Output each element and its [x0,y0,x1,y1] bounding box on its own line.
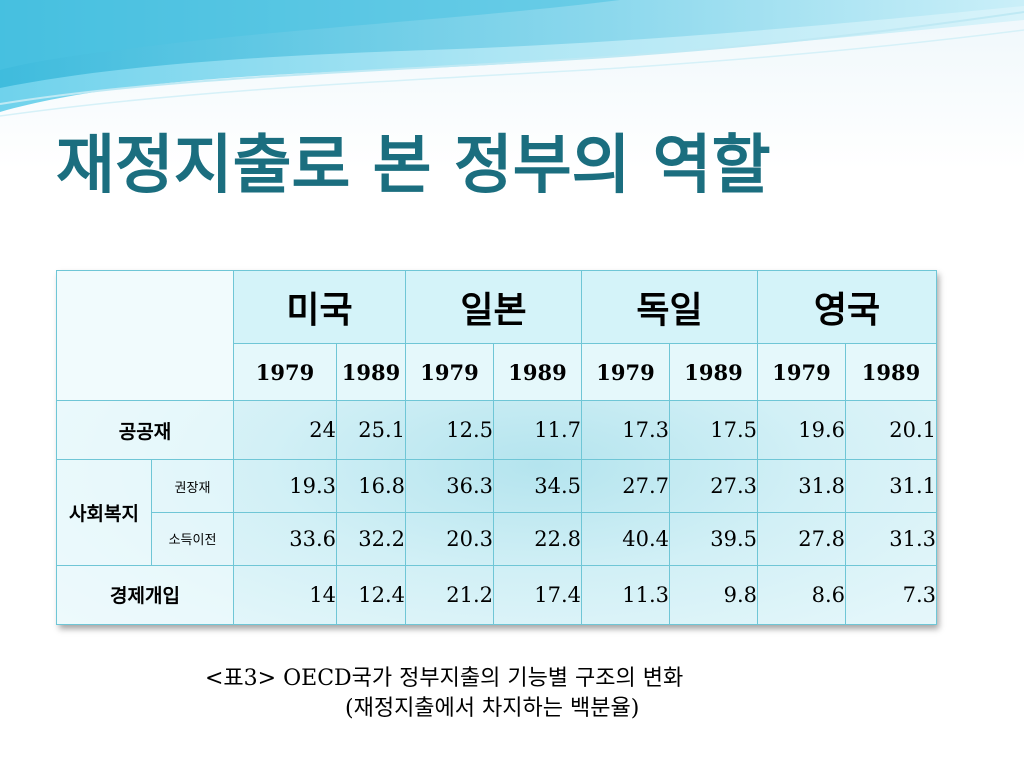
table-cell: 17.4 [493,564,582,626]
table-cell: 34.5 [493,459,582,513]
table-cell: 31.8 [757,459,846,513]
row-header-economic-intervention: 경제개입 [56,564,234,626]
table-cell: 9.8 [669,564,758,626]
header-wave-decoration [0,0,1024,117]
row-header-public-goods: 공공재 [56,399,234,461]
table-cell: 19.6 [757,399,846,461]
table-cell: 8.6 [757,564,846,626]
table-cell: 20.3 [405,511,494,566]
row-subheader-merit-goods: 권장재 [151,459,234,513]
year-header: 1979 [581,343,670,401]
year-header: 1979 [757,343,846,401]
year-header: 1989 [669,343,758,401]
table-cell: 12.5 [405,399,494,461]
table-cell: 11.7 [493,399,582,461]
country-header-row: 미국 일본 독일 영국 [56,270,937,401]
table-row-public-goods: 공공재 24 25.1 12.5 11.7 17.3 17.5 19.6 20.… [56,399,937,461]
table-cell: 39.5 [669,511,758,566]
table-cell: 14 [233,564,337,626]
year-header-row: 1979 1989 1979 1989 1979 1989 1979 1989 [57,343,937,401]
country-header-germany: 독일 [581,270,758,344]
table-cell: 19.3 [233,459,337,513]
table-cell: 33.6 [233,511,337,566]
table-cell: 22.8 [493,511,582,566]
year-header: 1979 [405,343,494,401]
table-cell: 17.3 [581,399,670,461]
year-header: 1989 [845,343,937,401]
table-cell: 12.4 [336,564,406,626]
caption-line-1: <표3> OECD국가 정부지출의 기능별 구조의 변화 [205,666,684,691]
table-cell: 7.3 [845,564,937,626]
table-cell: 27.7 [581,459,670,513]
table-cell: 27.8 [757,511,846,566]
table-cell: 27.3 [669,459,758,513]
table-cell: 24 [233,399,337,461]
caption-line-2: (재정지출에서 차지하는 백분율) [345,696,640,721]
table-cell: 36.3 [405,459,494,513]
year-header: 1989 [493,343,582,401]
table-caption: <표3> OECD국가 정부지출의 기능별 구조의 변화 (재정지출에서 차지하… [205,664,683,724]
country-header-japan: 일본 [405,270,582,344]
table-cell: 16.8 [336,459,406,513]
table-row-merit-goods: 사회복지 권장재 19.3 16.8 36.3 34.5 27.7 27.3 3… [56,459,937,566]
spending-table-wrapper: 미국 일본 독일 영국 1979 1989 1979 1989 1979 198… [56,270,937,626]
table-row-economic-intervention: 경제개입 14 12.4 21.2 17.4 11.3 9.8 8.6 7.3 [56,564,937,626]
row-header-social-welfare: 사회복지 [56,459,152,566]
table-cell: 32.2 [336,511,406,566]
table-cell: 11.3 [581,564,670,626]
slide-title: 재정지출로 본 정부의 역할 [56,129,771,203]
table-cell: 31.1 [845,459,937,513]
table-cell: 21.2 [405,564,494,626]
table-cell: 17.5 [669,399,758,461]
country-header-us: 미국 [233,270,406,344]
year-header: 1989 [336,343,406,401]
table-cell: 25.1 [336,399,406,461]
table-corner-cell [56,270,234,401]
row-subheader-income-transfer: 소득이전 [151,511,234,566]
table-cell: 20.1 [845,399,937,461]
table-row-income-transfer: 소득이전 33.6 32.2 20.3 22.8 40.4 39.5 27.8 … [57,511,937,566]
spending-table: 미국 일본 독일 영국 1979 1989 1979 1989 1979 198… [56,270,937,626]
table-cell: 40.4 [581,511,670,566]
country-header-uk: 영국 [757,270,937,344]
table-cell: 31.3 [845,511,937,566]
year-header: 1979 [233,343,337,401]
